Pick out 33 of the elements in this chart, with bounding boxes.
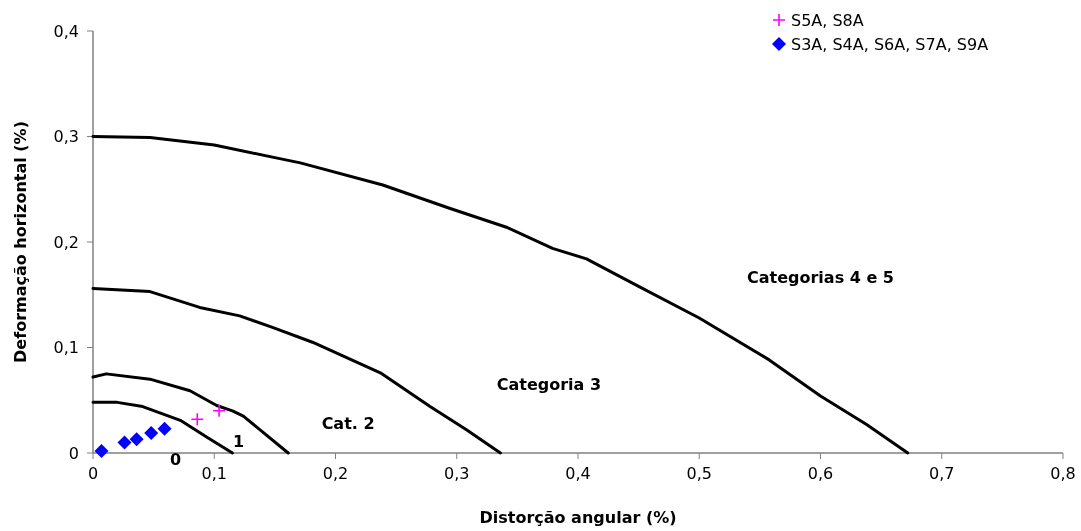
x-tick-label: 0,8 — [1050, 464, 1076, 483]
annotation: 0 — [169, 449, 182, 469]
y-tick-label: 0,2 — [53, 232, 79, 252]
y-tick-label: 0 — [68, 443, 79, 463]
x-axis-title: Distorção angular (%) — [479, 508, 677, 527]
legend-label: S5A, S8A — [791, 10, 864, 30]
annotation: Cat. 2 — [321, 414, 375, 434]
line-series — [91, 400, 234, 455]
point — [129, 432, 144, 447]
x-tick-label: 0,7 — [929, 464, 955, 483]
y-tick-label: 0,3 — [53, 127, 79, 147]
point — [94, 443, 109, 458]
point — [190, 412, 205, 427]
x-tick-label: 0,6 — [807, 464, 834, 483]
point — [157, 421, 172, 436]
y-axis-title: Deformação horizontal (%) — [11, 121, 30, 363]
x-tick-label: 0,4 — [565, 464, 591, 483]
y-tick-label: 0,1 — [53, 338, 79, 358]
annotation: Categorias 4 e 5 — [746, 267, 895, 287]
line-series — [91, 372, 290, 455]
x-tick-label: 0,5 — [686, 464, 712, 483]
point — [144, 425, 159, 440]
point — [117, 435, 132, 450]
x-tick-label: 0,3 — [444, 464, 470, 483]
x-tick-label: 0 — [87, 464, 99, 483]
x-tick-label: 0,2 — [322, 464, 349, 483]
point — [212, 404, 226, 418]
line-series — [91, 135, 910, 455]
legend-label: S3A, S4A, S6A, S7A, S9A — [791, 34, 989, 54]
annotation: Categoria 3 — [496, 375, 602, 395]
annotation: 1 — [232, 432, 245, 452]
y-tick-label: 0,4 — [53, 21, 79, 41]
x-tick-label: 0,1 — [201, 464, 227, 483]
